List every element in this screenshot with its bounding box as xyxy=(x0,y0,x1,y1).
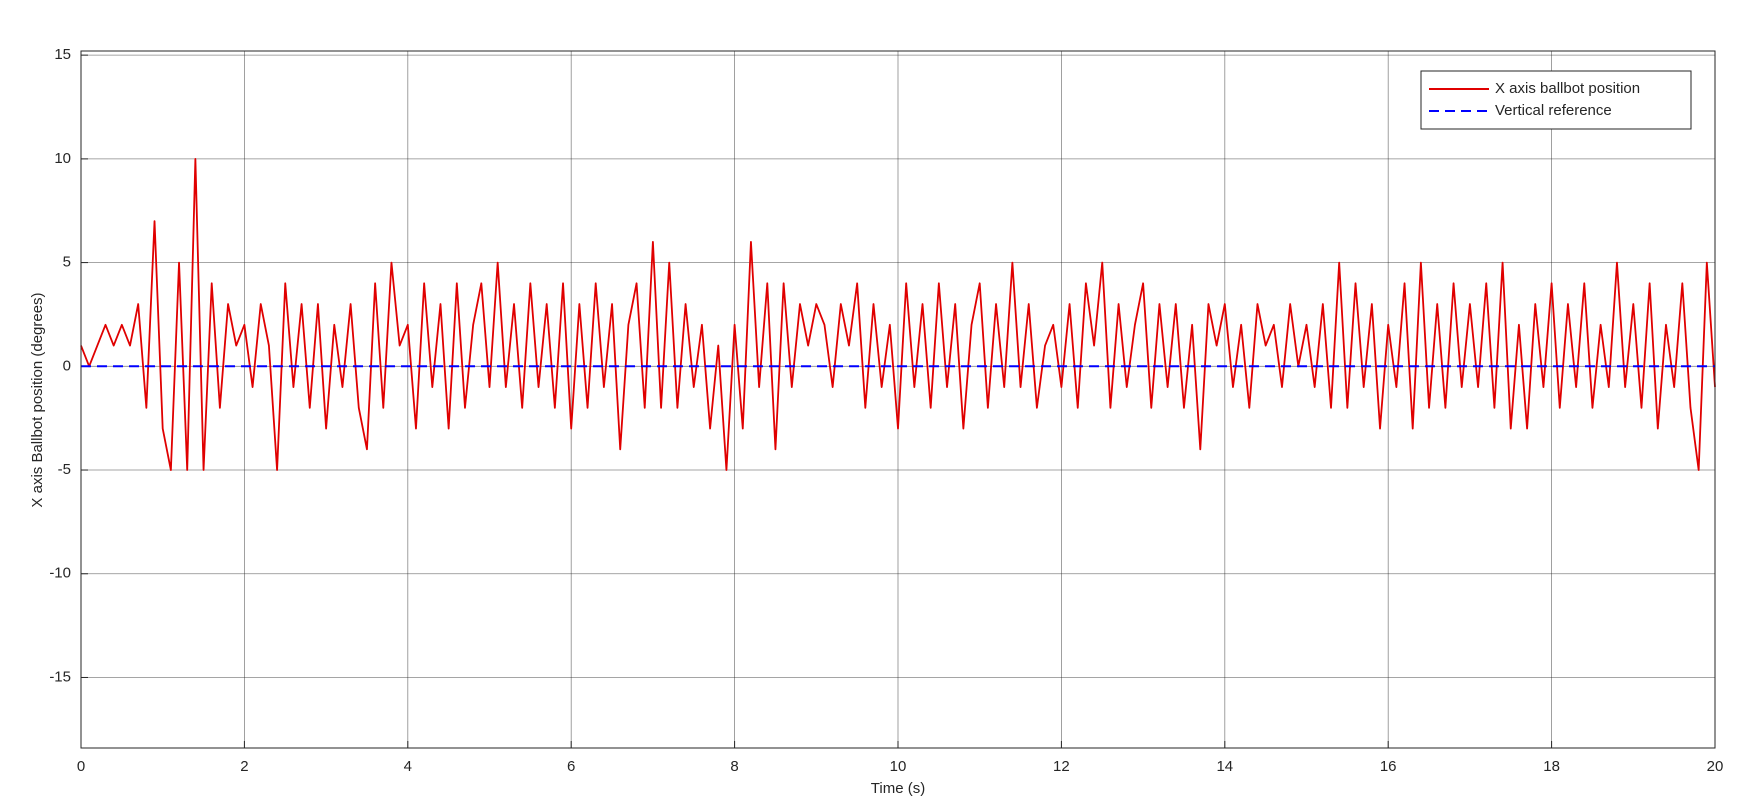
y-axis-label: X axis Ballbot position (degrees) xyxy=(29,292,46,507)
plot-border xyxy=(80,50,1716,749)
x-tick-label: 16 xyxy=(1380,758,1397,775)
x-axis-label: Time (s) xyxy=(871,780,925,797)
y-tick-label: 5 xyxy=(63,254,71,271)
legend-box xyxy=(1420,70,1692,130)
x-tick-label: 0 xyxy=(77,758,85,775)
y-tick-label: 10 xyxy=(54,150,71,167)
y-tick-label: -15 xyxy=(49,668,71,685)
x-tick-label: 18 xyxy=(1543,758,1560,775)
x-tick-label: 2 xyxy=(240,758,248,775)
data-line xyxy=(80,157,1716,471)
y-tick-label: 15 xyxy=(54,46,71,63)
legend-label: X axis ballbot position xyxy=(1495,80,1640,97)
x-tick-label: 20 xyxy=(1707,758,1724,775)
x-tick-label: 12 xyxy=(1053,758,1070,775)
y-tick-label: 0 xyxy=(63,357,71,374)
x-tick-label: 14 xyxy=(1216,758,1233,775)
x-tick-label: 4 xyxy=(404,758,412,775)
x-tick-label: 10 xyxy=(890,758,907,775)
legend-label: Vertical reference xyxy=(1495,102,1612,119)
y-tick-label: -5 xyxy=(58,461,71,478)
x-tick-label: 8 xyxy=(730,758,738,775)
x-tick-label: 6 xyxy=(567,758,575,775)
y-tick-label: -10 xyxy=(49,565,71,582)
